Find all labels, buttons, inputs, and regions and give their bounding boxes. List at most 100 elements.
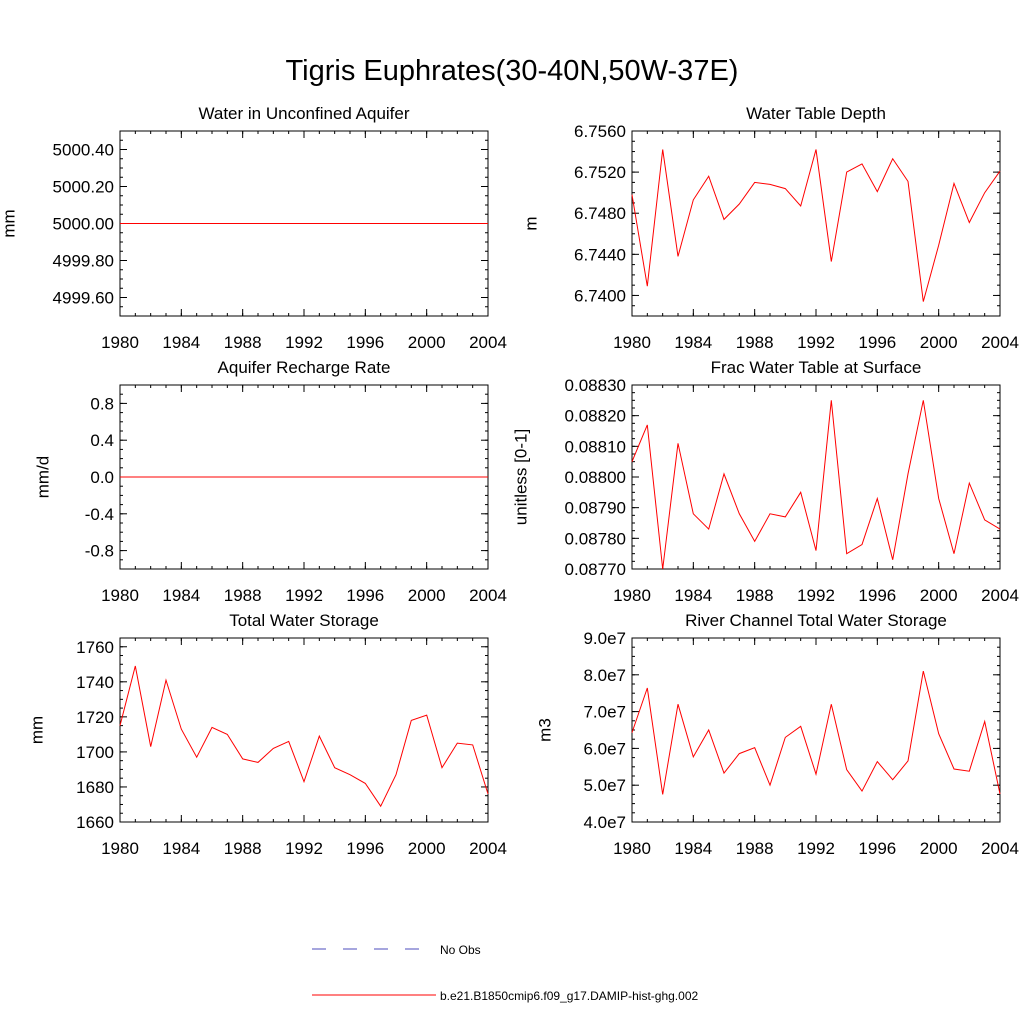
y-tick-label: 1680: [76, 778, 114, 797]
y-tick-label: 4999.60: [53, 289, 114, 308]
y-tick-label: 1660: [76, 813, 114, 832]
y-tick-label: 5.0e7: [583, 776, 626, 795]
x-tick-label: 2000: [408, 586, 446, 605]
x-tick-label: 1988: [224, 333, 262, 352]
x-tick-label: 1980: [613, 333, 651, 352]
x-tick-label: 1996: [858, 586, 896, 605]
y-tick-label: -0.8: [85, 542, 114, 561]
x-tick-label: 1980: [613, 586, 651, 605]
x-tick-label: 2004: [469, 839, 507, 858]
plot-frame: [119, 637, 489, 823]
x-tick-label: 2004: [981, 586, 1019, 605]
x-tick-label: 2000: [408, 333, 446, 352]
x-tick-label: 2004: [981, 839, 1019, 858]
x-tick-label: 1984: [162, 333, 200, 352]
legend-obs-label: No Obs: [440, 943, 481, 957]
panel-4: 1980 1984 1988 1992 1996 2000 2004 0.08770 0.087…: [511, 358, 1018, 605]
panel-title: Aquifer Recharge Rate: [218, 358, 391, 377]
y-tick-label: 9.0e7: [583, 629, 626, 648]
y-tick-label: 5000.00: [53, 215, 114, 234]
y-tick-label: 0.08830: [565, 376, 626, 395]
x-tick-label: 1980: [101, 586, 139, 605]
panel-title: Water in Unconfined Aquifer: [198, 104, 409, 123]
y-axis-label: m3: [535, 718, 554, 742]
x-tick-label: 1988: [736, 839, 774, 858]
y-tick-label: 5000.20: [53, 178, 114, 197]
y-tick-label: 0.08770: [565, 560, 626, 579]
y-tick-label: 1700: [76, 743, 114, 762]
y-tick-label: 1760: [76, 638, 114, 657]
series-line: [119, 665, 489, 808]
x-tick-label: 1984: [674, 586, 712, 605]
x-tick-label: 1988: [736, 586, 774, 605]
y-axis-label: mm: [0, 209, 18, 237]
x-tick-label: 1992: [285, 839, 323, 858]
x-tick-label: 1996: [346, 586, 384, 605]
y-tick-label: 6.7400: [574, 286, 626, 305]
y-tick-label: 0.08780: [565, 529, 626, 548]
panel-5: 1980 1984 1988 1992 1996 2000 2004 1660 1680 1700…: [27, 611, 506, 858]
panel-title: Water Table Depth: [746, 104, 886, 123]
x-tick-label: 2000: [408, 839, 446, 858]
y-tick-label: 1740: [76, 673, 114, 692]
x-tick-label: 1988: [224, 586, 262, 605]
y-tick-label: 0.08820: [565, 407, 626, 426]
plot-frame: [631, 384, 1001, 570]
x-tick-label: 1996: [858, 839, 896, 858]
x-tick-label: 2004: [469, 333, 507, 352]
x-tick-label: 1984: [162, 586, 200, 605]
x-tick-label: 2004: [981, 333, 1019, 352]
y-tick-label: 6.7480: [574, 204, 626, 223]
y-tick-label: 6.0e7: [583, 739, 626, 758]
x-tick-label: 1996: [858, 333, 896, 352]
x-tick-label: 1992: [797, 839, 835, 858]
panel-1: 1980 1984 1988 1992 1996 2000 2004 4999.60 4999.…: [0, 104, 507, 352]
series-line: [631, 400, 1001, 570]
legend: [312, 948, 436, 996]
y-tick-label: -0.4: [85, 505, 114, 524]
figure-title: Tigris Euphrates(30-40N,50W-37E): [285, 55, 739, 87]
x-tick-label: 1996: [346, 333, 384, 352]
series-line: [631, 670, 1001, 795]
y-axis-label: mm: [27, 716, 46, 744]
y-tick-label: 0.4: [90, 431, 114, 450]
series-line: [631, 149, 1001, 302]
y-tick-label: 0.08800: [565, 468, 626, 487]
panel-title: River Channel Total Water Storage: [685, 611, 947, 630]
x-tick-label: 1992: [797, 333, 835, 352]
x-tick-label: 1980: [101, 839, 139, 858]
plot-frame: [631, 637, 1001, 823]
x-tick-label: 2000: [920, 586, 958, 605]
y-tick-label: 7.0e7: [583, 703, 626, 722]
x-tick-label: 1992: [285, 586, 323, 605]
y-axis-label: m: [521, 216, 540, 230]
x-tick-label: 1984: [674, 839, 712, 858]
x-tick-label: 2000: [920, 333, 958, 352]
y-tick-label: 0.08790: [565, 499, 626, 518]
panel-title: Total Water Storage: [229, 611, 379, 630]
x-tick-label: 1980: [101, 333, 139, 352]
x-tick-label: 1992: [797, 586, 835, 605]
legend-model-label: b.e21.B1850cmip6.f09_g17.DAMIP-hist-ghg.…: [440, 989, 699, 1003]
y-tick-label: 6.7560: [574, 122, 626, 141]
y-axis-label: unitless [0-1]: [511, 429, 530, 525]
y-tick-label: 8.0e7: [583, 666, 626, 685]
x-tick-label: 2004: [469, 586, 507, 605]
y-tick-label: 6.7520: [574, 163, 626, 182]
panel-3: 1980 1984 1988 1992 1996 2000 2004 -0.8 -0.4 0.0 0…: [33, 358, 506, 605]
x-tick-label: 1984: [162, 839, 200, 858]
y-tick-label: 0.08810: [565, 437, 626, 456]
x-tick-label: 1988: [736, 333, 774, 352]
x-tick-label: 1996: [346, 839, 384, 858]
y-tick-label: 5000.40: [53, 141, 114, 160]
panel-6: 1980 1984 1988 1992 1996 2000 2004 4.0e7 5.0e7 6.…: [535, 611, 1018, 858]
x-tick-label: 2000: [920, 839, 958, 858]
y-tick-label: 4.0e7: [583, 813, 626, 832]
x-tick-label: 1992: [285, 333, 323, 352]
x-tick-label: 1984: [674, 333, 712, 352]
y-axis-label: mm/d: [33, 456, 52, 499]
y-tick-label: 1720: [76, 708, 114, 727]
y-tick-label: 0.0: [90, 468, 114, 487]
x-tick-label: 1980: [613, 839, 651, 858]
